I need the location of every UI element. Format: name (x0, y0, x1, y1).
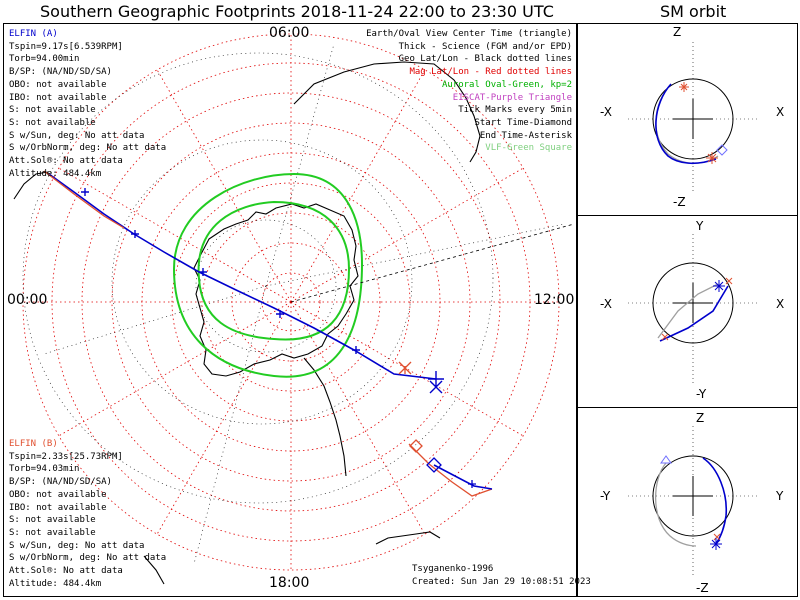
sm-axis-label: -X (600, 105, 612, 119)
elfin-b-line: OBO: not available (9, 489, 107, 500)
elfin-b-line: Att.Sol®: No att data (9, 566, 123, 577)
geo-latlon-grid (22, 43, 565, 565)
elfin-a-ticks (81, 188, 444, 394)
sm-orbit-plot-xy: Y -Y -X X (600, 219, 784, 401)
coastlines (13, 61, 481, 585)
elfin-b-line: Altitude: 484.4km (9, 578, 102, 589)
sm-axis-label: -Y (696, 387, 707, 401)
elfin-b-line: S w/Sun, deg: No att data (9, 540, 145, 551)
sm-orbit-panel-yz: Z -Z -Y Y (577, 407, 798, 597)
sm-axis-label: -Y (600, 489, 611, 503)
elfin-a-line: S: not available (9, 105, 96, 116)
model-label: Tsyganenko-1996 (412, 564, 494, 574)
elfin-a-info: ELFIN (A) Tspin=9.17s[6.539RPM] Torb=94.… (9, 28, 166, 180)
elfin-b-name: ELFIN (B) (9, 439, 58, 449)
mag-meridians (23, 34, 559, 570)
sm-orbit-panel-xz: Z -Z -X X (577, 23, 798, 216)
sm-orbit-plot-xz: Z -Z -X X (600, 25, 784, 209)
clock-label-right: 12:00 (534, 292, 575, 308)
elfin-b-line: IBO: not available (9, 502, 107, 513)
legend-item-vlf: VLF-Green Square (485, 143, 572, 154)
elfin-a-line: S: not available (9, 117, 96, 128)
legend-item-mag: Mag Lat/Lon - Red dotted lines (409, 67, 572, 78)
elfin-b-line: Torb=94.03min (9, 464, 80, 475)
legend-item-start: Start Time-Diamond (474, 117, 572, 128)
elfin-a-line: Att.Sol®: No att data (9, 156, 123, 167)
elfin-b-track-upper (43, 170, 125, 229)
clock-label-bottom: 18:00 (269, 575, 310, 591)
sm-orbit-plot-yz: Z -Z -Y Y (600, 411, 784, 595)
sm-axis-label: -Z (673, 195, 686, 209)
elfin-a-line: Altitude: 484.4km (9, 168, 102, 179)
elfin-b-track (398, 361, 493, 497)
elfin-b-info: ELFIN (B) Tspin=2.33s[25.73RPM] Torb=94.… (9, 438, 166, 590)
clock-label-top: 06:00 (269, 25, 310, 41)
elfin-a-line: IBO: not available (9, 92, 107, 103)
sm-axis-label: Z (696, 411, 704, 425)
elfin-a-end-track (433, 464, 493, 490)
legend-item-ticks: Tick Marks every 5min (458, 105, 572, 116)
legend-item-view-center: Earth/Oval View Center Time (triangle) (366, 29, 572, 39)
clock-label-left: 00:00 (7, 292, 48, 308)
elfin-a-line: Torb=94.00min (9, 54, 80, 65)
polar-map-svg (13, 33, 575, 585)
auroral-oval (172, 172, 364, 378)
sm-orbit-panel-xy: Y -Y -X X (577, 215, 798, 408)
sm-axis-label: Y (695, 219, 704, 233)
elfin-a-line: S w/OrbNorm, deg: No att data (9, 143, 167, 154)
elfin-b-line: S: not available (9, 527, 96, 538)
sm-axis-label: X (776, 297, 784, 311)
elfin-b-start-diamond (409, 439, 423, 453)
sm-orbit-title: SM orbit (660, 2, 727, 21)
sm-axis-label: Z (673, 25, 681, 39)
sm-axis-label: X (776, 105, 784, 119)
legend-item-geo: Geo Lat/Lon - Black dotted lines (398, 54, 572, 65)
legend-item-end: End Time-Asterisk (479, 130, 572, 141)
created-label: Created: Sun Jan 29 10:08:51 2023 (412, 577, 591, 587)
elfin-b-line: S: not available (9, 515, 96, 526)
elfin-b-line: S w/OrbNorm, deg: No att data (9, 553, 167, 564)
legend-item-eiscat: EISCAT-Purple Triangle (452, 92, 572, 103)
footprint-map-panel: Earth/Oval View Center Time (triangle) T… (3, 23, 591, 597)
legend-item-oval: Auroral Oval-Green, kp=2 (441, 79, 572, 90)
map-legend: Earth/Oval View Center Time (triangle) T… (366, 28, 572, 155)
page-title: Southern Geographic Footprints 2018-11-2… (40, 2, 554, 21)
elfin-a-line: S w/Sun, deg: No att data (9, 130, 145, 141)
elfin-a-track (48, 173, 437, 380)
elfin-a-line: Tspin=9.17s[6.539RPM] (9, 41, 123, 52)
sm-axis-label: Y (775, 489, 784, 503)
elfin-b-line: Tspin=2.33s[25.73RPM] (9, 451, 123, 462)
noon-direction-line (290, 223, 575, 303)
elfin-a-name: ELFIN (A) (9, 29, 58, 39)
elfin-a-line: OBO: not available (9, 79, 107, 90)
sm-axis-label: -Z (696, 581, 709, 595)
elfin-b-line: B/SP: (NA/ND/SD/SA) (9, 477, 112, 488)
sm-axis-label: -X (600, 297, 612, 311)
legend-item-thick: Thick - Science (FGM and/or EPD) (398, 41, 572, 52)
elfin-a-line: B/SP: (NA/ND/SD/SA) (9, 67, 112, 78)
